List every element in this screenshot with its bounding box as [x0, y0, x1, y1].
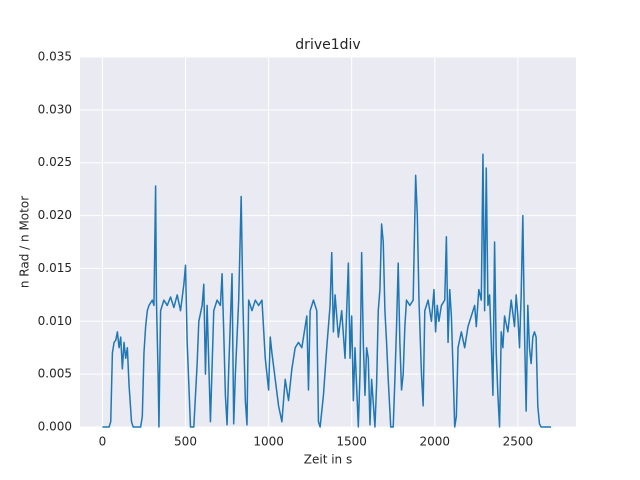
x-tick-label: 2000	[419, 435, 450, 449]
y-tick-label: 0.015	[38, 261, 72, 275]
y-tick-label: 0.030	[38, 102, 72, 116]
x-tick-label: 500	[174, 435, 197, 449]
y-tick-label: 0.025	[38, 155, 72, 169]
x-axis-label: Zeit in s	[304, 453, 352, 467]
y-tick-label: 0.010	[38, 314, 72, 328]
x-tick-label: 1500	[336, 435, 367, 449]
x-tick-label: 1000	[253, 435, 284, 449]
x-tick-label: 0	[99, 435, 107, 449]
y-tick-label: 0.035	[38, 50, 72, 64]
y-tick-label: 0.005	[38, 367, 72, 381]
data-line	[102, 153, 552, 428]
chart-title: drive1div	[295, 37, 360, 53]
y-axis-label: n Rad / n Motor	[18, 196, 32, 288]
y-tick-label: 0.020	[38, 208, 72, 222]
y-tick-label: 0.000	[38, 420, 72, 434]
x-tick-label: 2500	[503, 435, 534, 449]
